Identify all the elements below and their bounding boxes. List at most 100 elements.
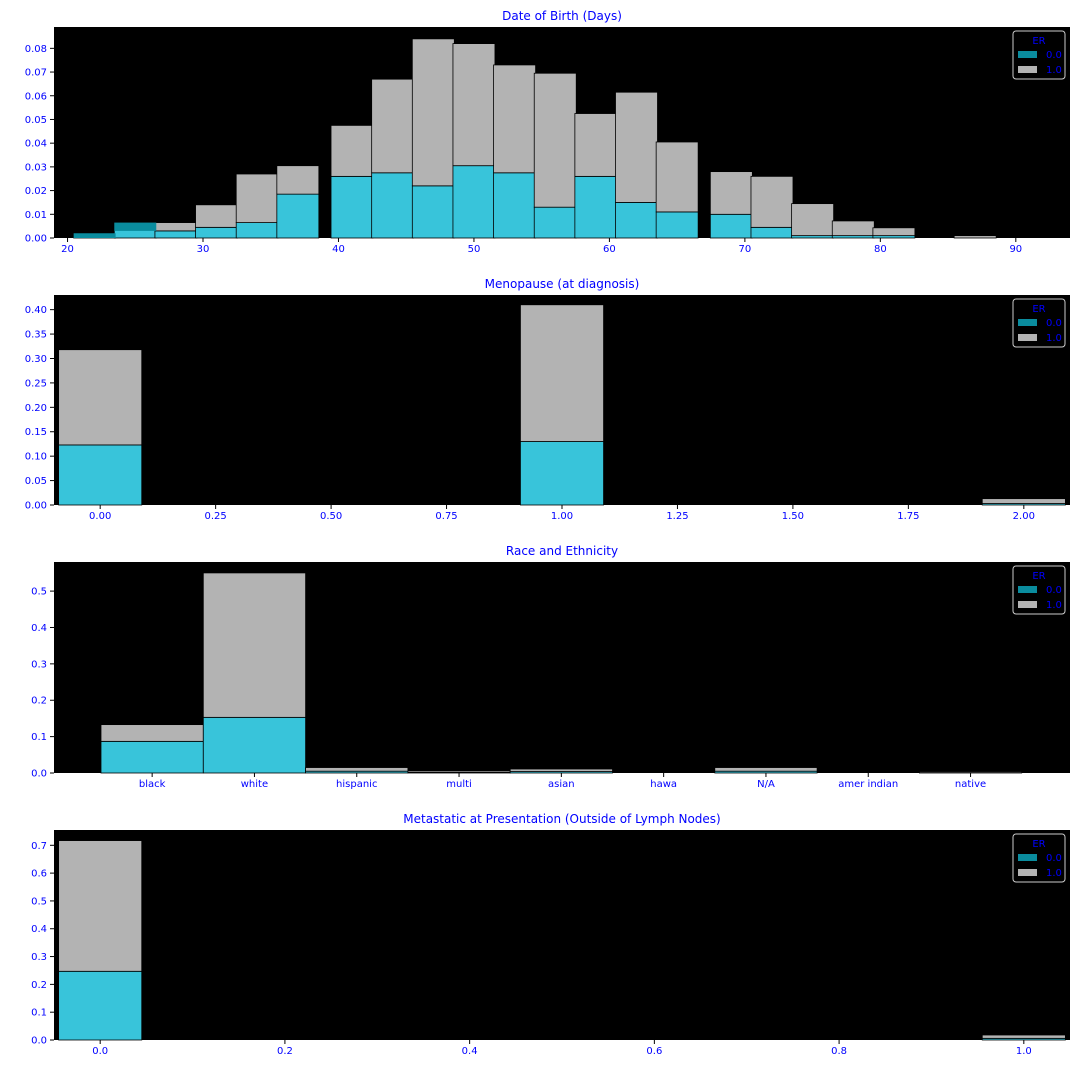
legend: ER0.0 1.0 bbox=[1012, 565, 1066, 615]
chart-panel-4: Metastatic at Presentation (Outside of L… bbox=[31, 812, 1070, 1057]
y-tick-label: 0.2 bbox=[31, 980, 47, 991]
bar-er1 bbox=[202, 572, 307, 718]
x-tick-label: 50 bbox=[468, 244, 481, 255]
y-tick-label: 0.07 bbox=[25, 68, 47, 79]
x-tick-label: white bbox=[241, 779, 268, 790]
bar-overlap bbox=[73, 233, 116, 238]
bar-er1 bbox=[750, 175, 794, 228]
legend: ER0.0 1.0 bbox=[1012, 30, 1066, 80]
x-tick-label: multi bbox=[446, 779, 472, 790]
x-tick-label: 1.0 bbox=[1016, 1046, 1032, 1057]
bar-er1 bbox=[411, 38, 455, 187]
bar-er1 bbox=[709, 171, 753, 215]
x-tick-label: 0.2 bbox=[277, 1046, 293, 1057]
bar-er1 bbox=[615, 91, 658, 203]
y-tick-label: 0.3 bbox=[31, 952, 47, 963]
y-tick-label: 0.40 bbox=[25, 305, 47, 316]
x-tick-label: 0.25 bbox=[205, 511, 227, 522]
bar-er1 bbox=[981, 1034, 1066, 1039]
bar-er1 bbox=[493, 64, 536, 174]
bar-er0 bbox=[371, 172, 415, 239]
bar-er1 bbox=[154, 222, 198, 232]
x-tick-label: asian bbox=[548, 779, 575, 790]
legend-swatch-er1 bbox=[1018, 869, 1037, 876]
y-tick-label: 0.1 bbox=[31, 1008, 47, 1019]
y-tick-label: 0.01 bbox=[25, 210, 47, 221]
y-tick-label: 0.0 bbox=[31, 769, 47, 780]
bar-er0 bbox=[411, 185, 455, 239]
x-tick-label: 30 bbox=[197, 244, 210, 255]
x-tick-label: N/A bbox=[757, 779, 775, 790]
legend-swatch-er0 bbox=[1018, 586, 1037, 593]
x-tick-label: 40 bbox=[332, 244, 345, 255]
bar-er0 bbox=[574, 175, 618, 239]
bar-er0 bbox=[202, 716, 307, 774]
x-tick-label: 0.00 bbox=[89, 511, 111, 522]
bar-er1 bbox=[520, 304, 604, 442]
chart-title: Menopause (at diagnosis) bbox=[485, 277, 640, 291]
bar-er1 bbox=[533, 72, 577, 208]
y-tick-label: 0.03 bbox=[25, 162, 47, 173]
bar-er1 bbox=[371, 78, 415, 174]
bar-er1 bbox=[330, 124, 374, 177]
legend-label-er0: 0.0 bbox=[1046, 318, 1062, 329]
bar-er0 bbox=[195, 226, 238, 239]
bar-er0 bbox=[276, 193, 320, 239]
legend-label-er0: 0.0 bbox=[1046, 50, 1062, 61]
y-tick-label: 0.20 bbox=[25, 403, 47, 414]
y-tick-label: 0.4 bbox=[31, 924, 47, 935]
bar-er1 bbox=[407, 770, 511, 773]
legend: ER0.0 1.0 bbox=[1012, 298, 1066, 348]
x-tick-label: 0.8 bbox=[831, 1046, 847, 1057]
x-tick-label: hispanic bbox=[336, 779, 377, 790]
x-tick-label: 1.50 bbox=[782, 511, 804, 522]
bar-er1 bbox=[452, 43, 496, 167]
bar-overlap bbox=[114, 222, 157, 231]
y-tick-label: 0.0 bbox=[31, 1036, 47, 1047]
legend-title: ER bbox=[1032, 571, 1045, 582]
bar-er1 bbox=[58, 349, 143, 446]
bar-er1 bbox=[195, 204, 238, 228]
y-tick-label: 0.05 bbox=[25, 115, 47, 126]
bar-er1 bbox=[872, 227, 916, 237]
bar-er0 bbox=[520, 441, 604, 506]
x-tick-label: 60 bbox=[603, 244, 616, 255]
x-tick-label: 80 bbox=[874, 244, 887, 255]
legend-label-er0: 0.0 bbox=[1046, 585, 1062, 596]
x-tick-label: 1.00 bbox=[551, 511, 573, 522]
legend-label-er0: 0.0 bbox=[1046, 853, 1062, 864]
legend-label-er1: 1.0 bbox=[1046, 65, 1062, 76]
y-tick-label: 0.3 bbox=[31, 659, 47, 670]
y-tick-label: 0.06 bbox=[25, 91, 47, 102]
bar-er1 bbox=[276, 165, 320, 195]
bar-er1 bbox=[574, 113, 618, 177]
x-tick-label: 0.75 bbox=[435, 511, 457, 522]
y-tick-label: 0.00 bbox=[25, 234, 47, 245]
bar-er1 bbox=[100, 724, 204, 742]
bar-er1 bbox=[58, 840, 143, 972]
legend-title: ER bbox=[1032, 36, 1045, 47]
bar-er0 bbox=[154, 230, 198, 239]
bar-er1 bbox=[791, 203, 835, 237]
bar-er0 bbox=[58, 444, 143, 506]
x-tick-label: 0.0 bbox=[92, 1046, 108, 1057]
bar-er1 bbox=[655, 141, 699, 213]
x-tick-label: 2.00 bbox=[1013, 511, 1035, 522]
bar-er1 bbox=[831, 220, 875, 237]
legend-title: ER bbox=[1032, 304, 1045, 315]
y-tick-label: 0.10 bbox=[25, 452, 47, 463]
chart-title: Date of Birth (Days) bbox=[502, 9, 622, 23]
y-tick-label: 0.7 bbox=[31, 841, 47, 852]
legend-swatch-er0 bbox=[1018, 854, 1037, 861]
legend-swatch-er0 bbox=[1018, 51, 1037, 58]
x-tick-label: hawa bbox=[650, 779, 677, 790]
x-tick-label: 90 bbox=[1009, 244, 1022, 255]
y-tick-label: 0.6 bbox=[31, 869, 47, 880]
bar-er0 bbox=[235, 222, 279, 239]
y-tick-label: 0.25 bbox=[25, 378, 47, 389]
y-tick-label: 0.4 bbox=[31, 623, 47, 634]
y-tick-label: 0.30 bbox=[25, 354, 47, 365]
plot-area bbox=[54, 830, 1070, 1040]
chart-panel-2: Menopause (at diagnosis) 0.00 0.05 0.10 0.15… bbox=[25, 277, 1070, 522]
